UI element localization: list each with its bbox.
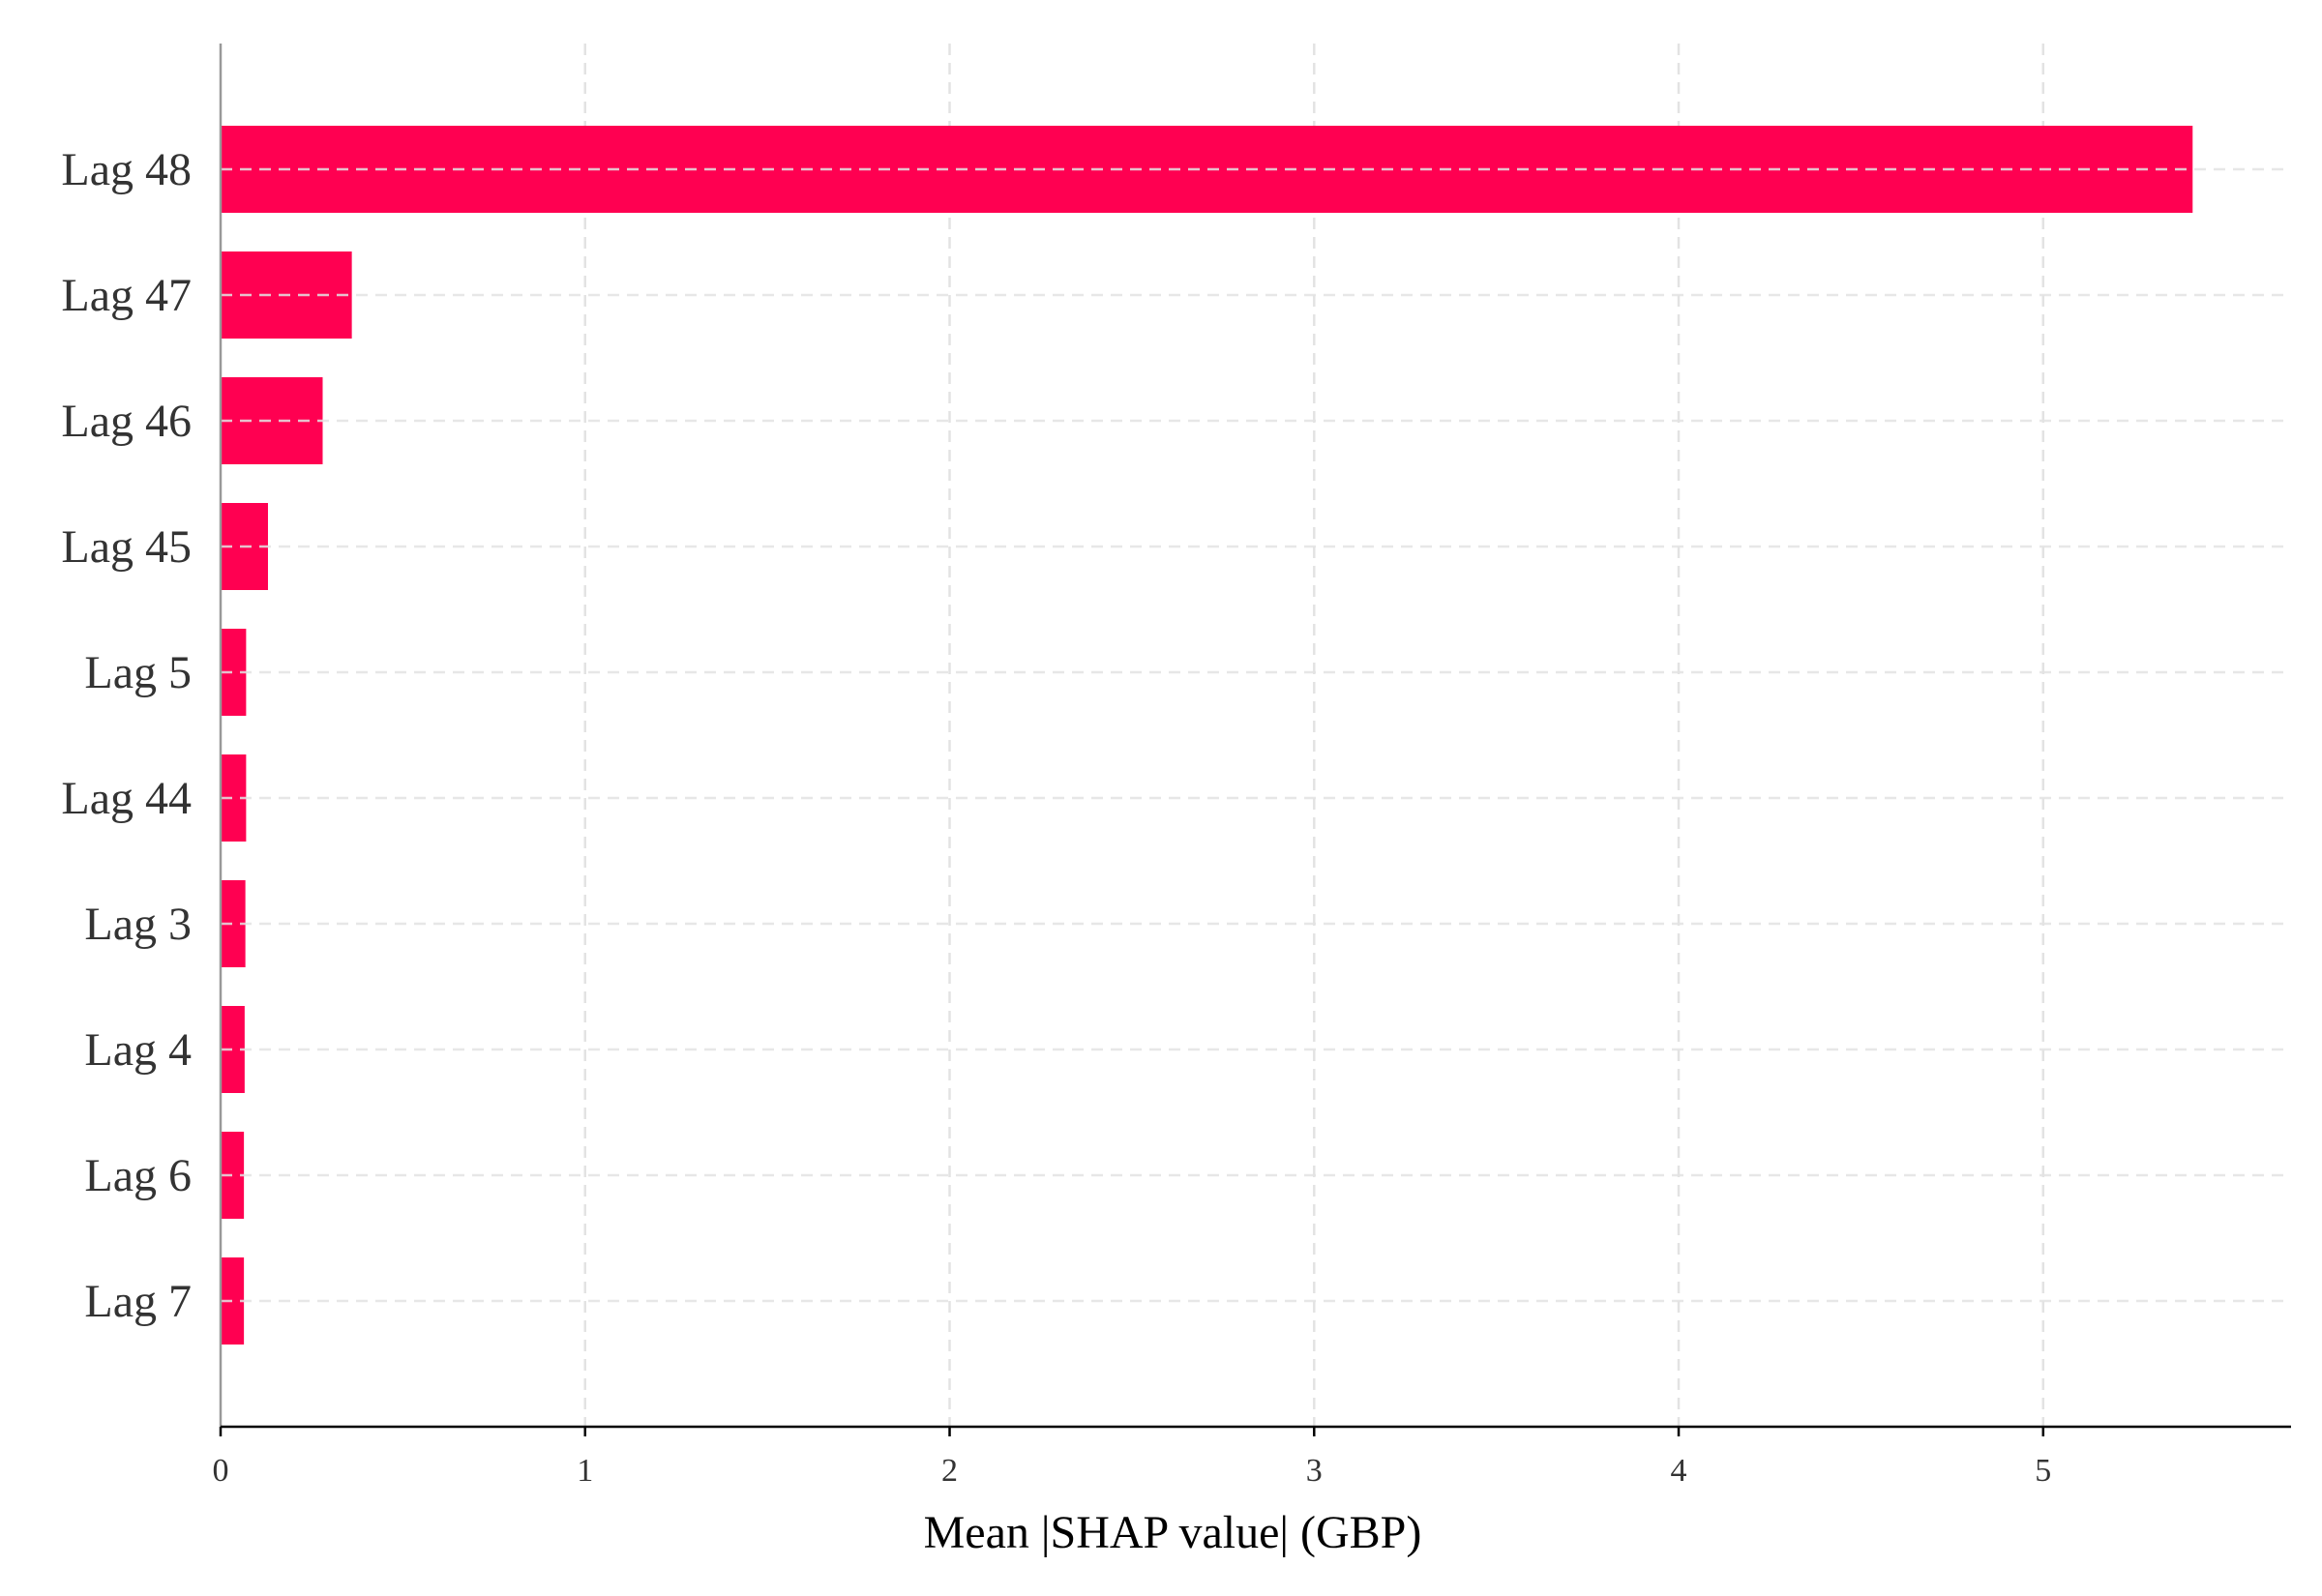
x-tick-label: 1 bbox=[577, 1453, 593, 1489]
category-label: Lag 6 bbox=[84, 1150, 192, 1201]
category-label: Lag 47 bbox=[61, 270, 192, 321]
grid-lines bbox=[583, 44, 2045, 1427]
x-tick-labels: 0 1 2 3 4 5 bbox=[213, 1453, 2052, 1489]
category-label: Lag 44 bbox=[61, 773, 192, 824]
category-label: Lag 48 bbox=[61, 144, 192, 195]
category-label: Lag 45 bbox=[61, 521, 192, 573]
category-label: Lag 3 bbox=[84, 899, 192, 950]
category-label: Lag 5 bbox=[84, 647, 192, 698]
x-tick-label: 5 bbox=[2035, 1453, 2051, 1489]
x-tick-label: 4 bbox=[1671, 1453, 1687, 1489]
category-label: Lag 46 bbox=[61, 396, 192, 447]
category-label: Lag 4 bbox=[84, 1024, 192, 1076]
x-tick-label: 0 bbox=[213, 1453, 229, 1489]
x-tick-label: 2 bbox=[941, 1453, 958, 1489]
x-tick-label: 3 bbox=[1306, 1453, 1323, 1489]
x-axis-title: Mean |SHAP value| (GBP) bbox=[924, 1507, 1422, 1558]
category-label: Lag 7 bbox=[84, 1276, 192, 1327]
bars bbox=[221, 126, 2193, 1345]
category-labels: Lag 48 Lag 47 Lag 46 Lag 45 Lag 5 Lag 44 Lag 3… bbox=[61, 144, 192, 1327]
axes bbox=[219, 44, 2291, 1436]
bar-lag-48 bbox=[221, 126, 2193, 213]
